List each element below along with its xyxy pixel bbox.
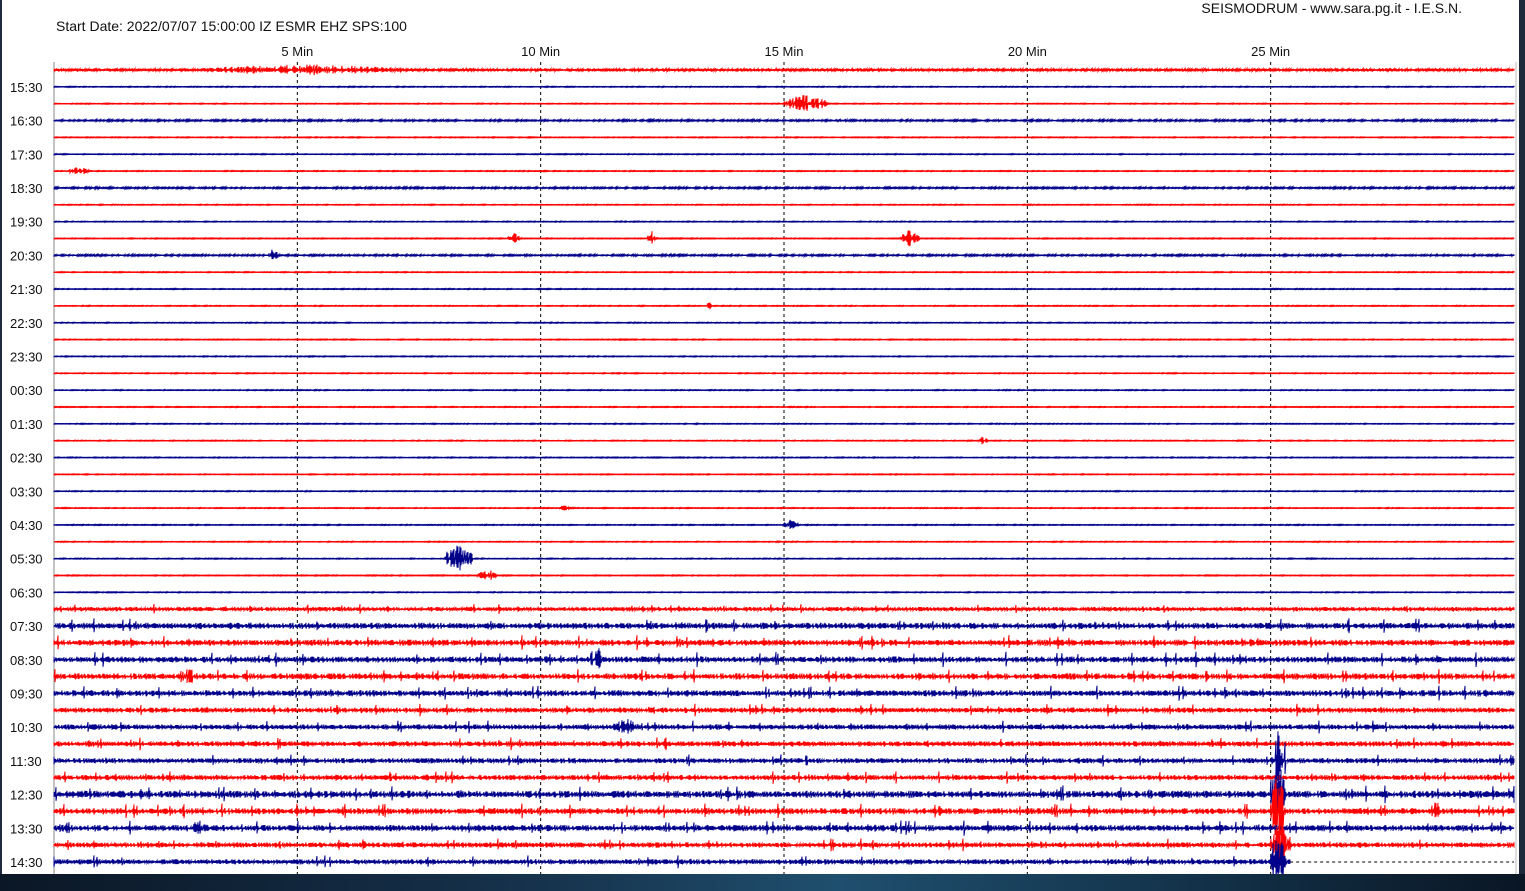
seismogram-panel: Start Date: 2022/07/07 15:00:00 IZ ESMR … bbox=[2, 0, 1519, 874]
trace-row-39 bbox=[53, 719, 1515, 734]
row-label-1730: 17:30 bbox=[10, 147, 43, 162]
trace-row-46 bbox=[53, 818, 1515, 872]
source-credit: SEISMODRUM - www.sara.pg.it - I.E.S.N. bbox=[1201, 0, 1462, 16]
row-label-1630: 16:30 bbox=[10, 114, 43, 129]
row-label-1030: 10:30 bbox=[10, 720, 43, 735]
row-label-0830: 08:30 bbox=[10, 653, 43, 668]
row-label-0330: 03:30 bbox=[10, 484, 43, 499]
row-label-2030: 20:30 bbox=[10, 248, 43, 263]
trace-row-41 bbox=[53, 731, 1515, 781]
row-label-1230: 12:30 bbox=[10, 788, 43, 803]
row-label-0030: 00:30 bbox=[10, 383, 43, 398]
traces bbox=[53, 64, 1515, 874]
row-label-0630: 06:30 bbox=[10, 585, 43, 600]
row-label-1130: 11:30 bbox=[10, 754, 42, 769]
seismogram-plot: 5 Min 10 Min 15 Min 20 Min 25 Min 15:30 16:30… bbox=[10, 44, 1517, 874]
x-tick-label-10: 10 Min bbox=[521, 44, 560, 59]
x-tick-label-20: 20 Min bbox=[1008, 44, 1047, 59]
row-label-0430: 04:30 bbox=[10, 518, 43, 533]
row-label-2330: 23:30 bbox=[10, 349, 43, 364]
row-label-0730: 07:30 bbox=[10, 619, 43, 634]
row-label-0530: 05:30 bbox=[10, 552, 43, 567]
row-label-1430: 14:30 bbox=[10, 855, 43, 870]
row-label-1530: 15:30 bbox=[10, 80, 43, 95]
row-label-2230: 22:30 bbox=[10, 316, 43, 331]
x-tick-label-25: 25 Min bbox=[1251, 44, 1290, 59]
x-tick-labels: 5 Min 10 Min 15 Min 20 Min 25 Min bbox=[281, 44, 1290, 59]
row-labels: 15:30 16:30 17:30 18:30 19:30 20:30 21:30 22:30… bbox=[10, 80, 43, 870]
gridlines bbox=[53, 62, 1517, 874]
trace-row-43 bbox=[53, 758, 1515, 828]
row-label-0230: 02:30 bbox=[10, 451, 43, 466]
row-label-1930: 19:30 bbox=[10, 215, 43, 230]
x-tick-label-5: 5 Min bbox=[281, 44, 313, 59]
desktop-background-strip bbox=[0, 874, 1525, 891]
row-label-1830: 18:30 bbox=[10, 181, 43, 196]
row-label-0930: 09:30 bbox=[10, 686, 43, 701]
trace-row-11 bbox=[53, 249, 1515, 260]
row-label-1330: 13:30 bbox=[10, 821, 43, 836]
start-date-title: Start Date: 2022/07/07 15:00:00 IZ ESMR … bbox=[56, 18, 407, 34]
row-label-2130: 21:30 bbox=[10, 282, 43, 297]
x-tick-label-15: 15 Min bbox=[764, 44, 803, 59]
row-label-0130: 01:30 bbox=[10, 417, 43, 432]
